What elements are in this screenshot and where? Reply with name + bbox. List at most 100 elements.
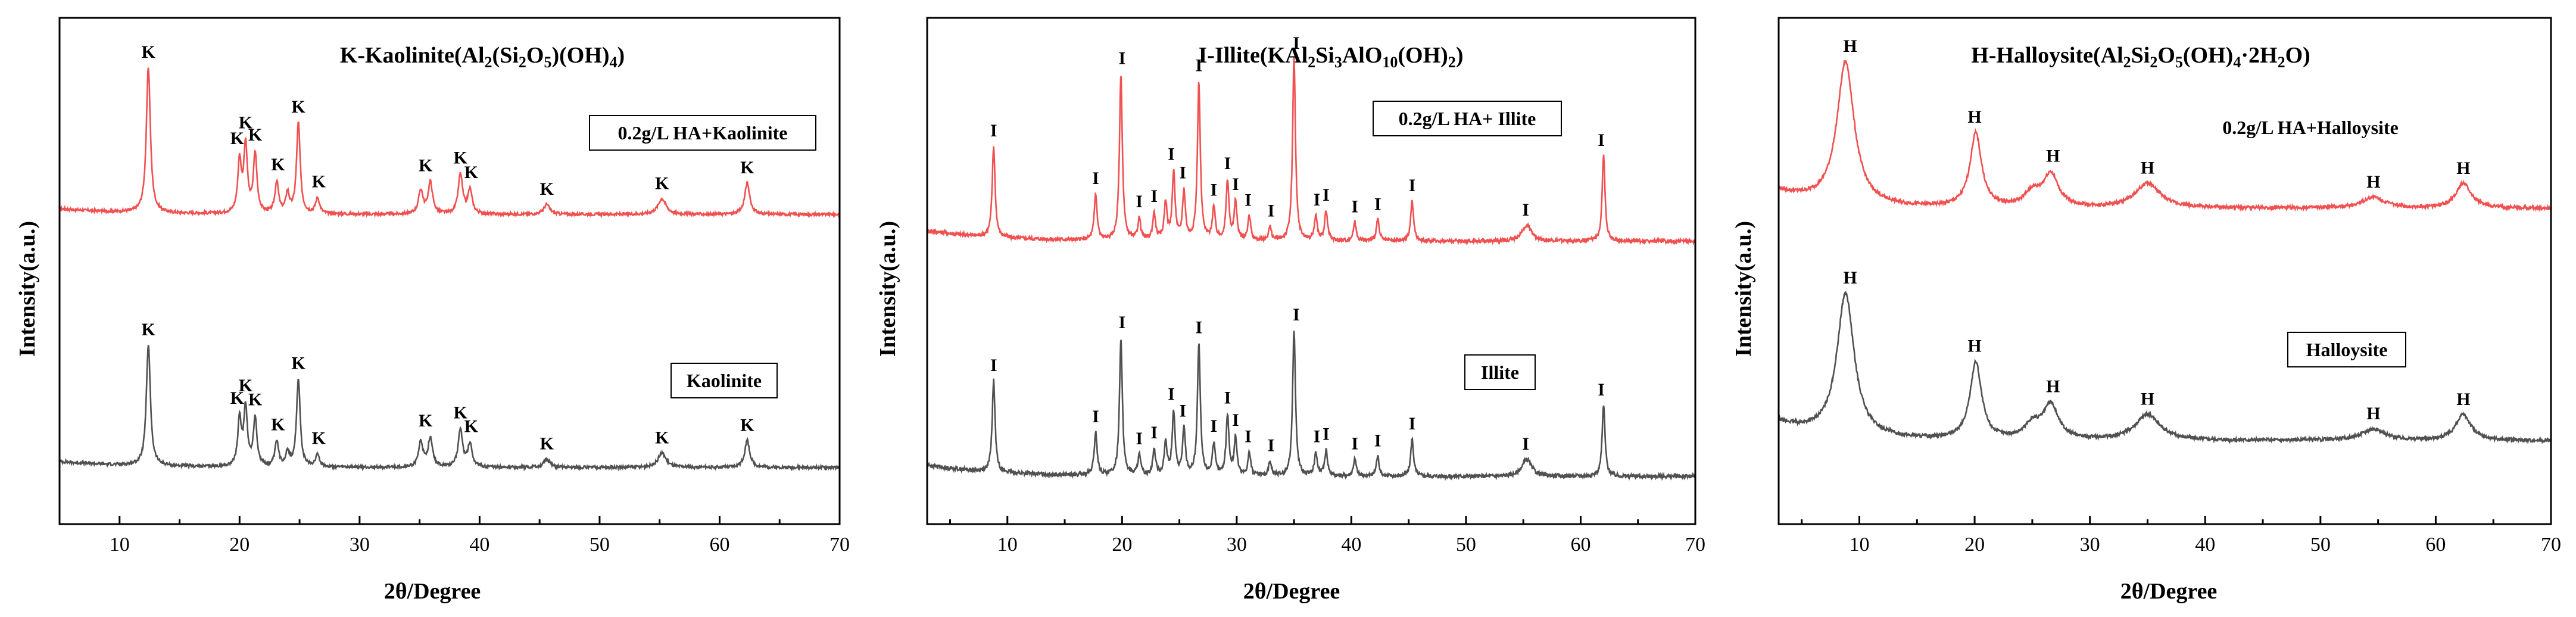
y-axis-label: Intensity(a.u.) [1731,221,1756,357]
peak-label: I [1195,56,1202,76]
x-tick-label: 10 [1850,534,1870,556]
x-tick-label: 70 [2541,534,2561,556]
peak-label: K [540,179,554,199]
legend-label-bottom: Illite [1481,362,1519,383]
series-line-ha-treated [926,57,1696,246]
peak-label: K [271,155,285,174]
peak-label: I [1293,33,1300,53]
peak-label: I [1409,414,1416,434]
peak-label: K [453,403,467,423]
legend-label-top: 0.2g/L HA+ Illite [1399,108,1536,129]
peak-label: I [1293,305,1300,325]
peak-label: K [453,148,467,167]
peak-label: K [540,434,554,454]
peak-label: I [990,356,997,375]
peak-label: I [1268,436,1275,456]
peak-label: K [655,173,669,193]
peak-label: I [1522,200,1529,220]
series-line-pristine [58,345,840,472]
peak-label: H [2366,404,2380,423]
peak-label: I [1245,190,1252,210]
peak-label: K [740,415,754,435]
plot-frame [926,17,1696,525]
peak-label: I [1118,49,1125,68]
peak-label: I [1323,425,1330,444]
peak-label: H [2046,377,2060,397]
x-axis-label: 2θ/Degree [1243,579,1340,604]
x-ticks: 10 20 30 40 50 60 70 [58,516,850,556]
panel-halloysite: Intensity(a.u.) 2θ/Degree H H H H H H H H H H H H 1… [1731,17,2561,604]
peak-label: I [1268,201,1275,221]
peak-label: K [464,163,479,182]
series-layer [58,67,841,472]
peak-label: I [1598,380,1605,400]
peak-label: I [1136,429,1143,448]
peak-label: H [2141,389,2154,409]
peak-label: K [141,42,155,62]
peak-label: I [1314,426,1321,446]
chart-title: I-Illite(KAl2Si3AlO10(OH)2) [1199,43,1464,71]
peak-label: I [1351,197,1358,217]
peak-label: I [1150,423,1158,443]
peak-label: I [1232,174,1239,194]
peak-label: H [2366,172,2380,192]
peak-label: K [239,113,253,133]
x-tick-label: 10 [997,534,1018,556]
peak-label: I [1323,185,1330,205]
peak-label: H [1843,268,1857,288]
peak-label: K [419,156,433,176]
peak-label: I [1180,401,1187,421]
peak-label: K [239,376,253,395]
peak-label: I [1168,384,1175,404]
x-tick-label: 30 [350,534,370,556]
peak-label: H [1843,36,1857,56]
legend-label-bottom: Halloysite [2306,339,2388,360]
x-tick-label: 30 [2080,534,2100,556]
x-tick-label: 70 [829,534,850,556]
peak-label: H [2046,146,2060,166]
peak-label: I [1118,313,1125,332]
x-tick-label: 50 [1456,534,1476,556]
x-tick-label: 60 [1570,534,1590,556]
x-ticks: 10 20 30 40 50 60 70 [949,516,1705,556]
legend-box-bottom [1464,354,1536,390]
peak-label: K [248,125,263,145]
x-tick-label: 60 [2425,534,2446,556]
legend-label-bottom: Kaolinite [687,370,762,391]
legend-box-top [589,115,816,151]
peak-label: I [1598,130,1605,150]
peak-label: K [312,428,326,448]
plot-frame [58,17,841,525]
x-ticks: 10 20 30 40 50 60 70 [1801,516,2561,556]
peak-label: I [1522,434,1529,454]
peak-label: I [1168,145,1175,164]
legend-box-bottom [670,363,778,398]
x-tick-label: 50 [2310,534,2331,556]
peak-label: I [1136,192,1143,211]
x-tick-label: 20 [229,534,250,556]
legend-box-bottom [2287,332,2406,367]
peak-label: I [1224,154,1231,173]
peak-label: H [1967,107,1981,127]
x-tick-label: 70 [1685,534,1705,556]
peak-label: I [1195,318,1202,338]
peak-label: K [230,129,245,148]
peak-label: K [655,428,669,447]
y-axis-label: Intensity(a.u.) [875,221,900,357]
legend-label-top: 0.2g/L HA+Kaolinite [618,122,788,144]
x-tick-label: 40 [2195,534,2215,556]
peak-label: I [1210,416,1217,436]
x-tick-label: 40 [1341,534,1361,556]
chart-title: H-Halloysite(Al2Si2O5(OH)4·2H2O) [1971,43,2310,71]
chart-title: K-Kaolinite(Al2(Si2O5)(OH)4) [340,43,625,71]
peak-label: I [1245,427,1252,447]
peak-label: I [1409,176,1416,195]
series-line-ha-treated [59,67,841,219]
peak-label: I [990,121,997,141]
peak-label: K [291,97,305,117]
peak-label: K [230,388,245,408]
